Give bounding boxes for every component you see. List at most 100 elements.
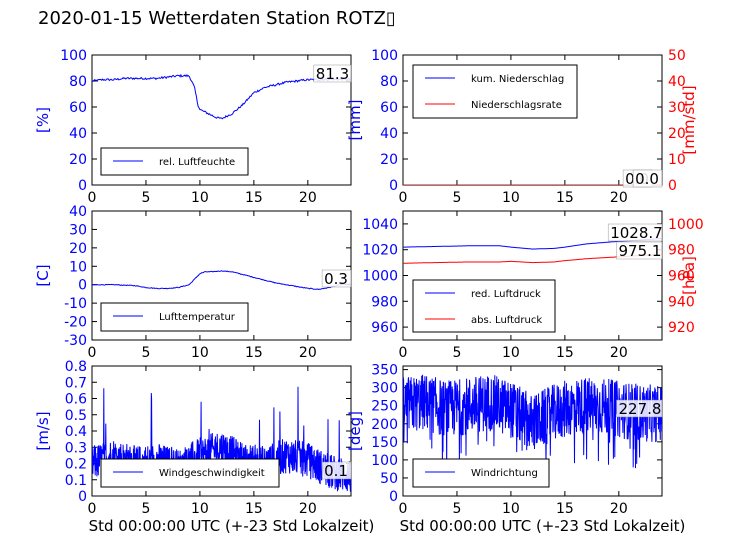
y-tick-label: 0.8 [65,359,87,375]
plot-frame-1 [91,54,352,186]
x-tick-label: 15 [245,190,263,206]
last-value-label: 81.3 [316,65,349,83]
x-tick-label: 10 [502,190,520,206]
y-tick-label: 10 [69,259,87,275]
y-right-tick-label: 960 [668,269,695,285]
y-tick-label: 1040 [362,217,398,233]
y-tick-label: 0 [389,178,398,194]
y-tick-label: 40 [380,126,398,142]
y-tick-label: 250 [371,399,398,415]
x-tick-label: 5 [141,501,150,517]
last-value-label: 227.8 [619,400,662,418]
series-line-windrichtung [403,374,662,471]
y-tick-label: 350 [371,363,398,379]
y-tick-label: 80 [69,74,87,90]
legend-label: red. Luftdruck [471,289,541,300]
legend-label: Niederschlagsrate [471,100,562,111]
y-tick-label: 0.2 [65,457,87,473]
x-tick-label: 5 [452,190,461,206]
last-value-label-box [321,269,352,288]
last-value-label: 0.3 [324,270,348,288]
y-tick-label: 200 [371,417,398,433]
y-right-tick-label: 0 [668,178,677,194]
legend-label: Windgeschwindigkeit [159,468,265,479]
x-tick-label: 10 [191,501,209,517]
y-tick-label: 150 [371,435,398,451]
y-tick-label: 20 [380,152,398,168]
x-tick-label: 0 [399,345,408,361]
x-tick-label: 20 [299,190,317,206]
y-right-tick-label: 980 [668,243,695,259]
y-tick-label: 0 [78,178,87,194]
x-tick-label: 5 [141,345,150,361]
y-right-tick-label: 940 [668,294,695,310]
x-tick-label: 20 [299,501,317,517]
x-tick-label: 0 [88,501,97,517]
y-tick-label: -30 [64,333,87,349]
y-axis-label: [mm] [346,100,364,141]
y-tick-label: 60 [380,100,398,116]
y-right-tick-label: 30 [668,100,686,116]
y-tick-label: 980 [371,294,398,310]
legend-label: rel. Luftfeuchte [159,157,235,168]
last-value-label: 1028.7 [610,224,663,242]
x-tick-label: 0 [88,190,97,206]
y-tick-label: 0 [78,278,87,294]
y-tick-label: 100 [60,48,87,64]
y-tick-label: -20 [64,315,87,331]
y-tick-label: 1020 [362,243,398,259]
y-tick-label: 0.3 [65,440,87,456]
legend-label: abs. Luftdruck [471,315,542,326]
x-tick-label: 15 [556,501,574,517]
x-axis-label: Std 00:00:00 UTC (+-23 Std Lokalzeit) [89,517,375,535]
figure-title: 2020-01-15 Wetterdaten Station ROTZ▯ [38,8,396,29]
last-value-label-2: 975.1 [619,242,662,260]
x-tick-label: 20 [610,190,628,206]
y-right-tick-label: 10 [668,152,686,168]
last-value-label-2-box [632,169,663,188]
series-line-red-luftdruck [403,238,662,250]
y-tick-label: 80 [380,74,398,90]
y-tick-label: 0.5 [65,408,87,424]
last-value-label-2-box [616,241,663,260]
y-right-tick-label: 20 [668,126,686,142]
series-line-rel-luftfeuchte [92,73,351,120]
legend-box [100,302,249,332]
y-tick-label: 20 [69,152,87,168]
y-tick-label: 30 [69,222,87,238]
legend-box [412,458,550,488]
legend-box [412,279,556,333]
x-tick-label: 5 [452,501,461,517]
y-tick-label: 0 [389,489,398,505]
last-value-label-box [321,461,352,480]
x-tick-label: 20 [299,345,317,361]
y-tick-label: 20 [69,241,87,257]
x-tick-label: 0 [399,501,408,517]
legend-label: Windrichtung [471,468,538,479]
legend-label: kum. Niederschlag [471,74,564,85]
y-axis-label: [deg] [346,411,364,451]
x-tick-label: 15 [556,345,574,361]
y-tick-label: 0.1 [65,473,87,489]
y-tick-label: 60 [69,100,87,116]
y-right-axis-label: [mm/std] [680,85,698,154]
y-tick-label: 0 [78,489,87,505]
y-tick-label: 50 [380,471,398,487]
y-tick-label: 0.7 [65,375,87,391]
x-tick-label: 10 [502,501,520,517]
x-tick-label: 20 [610,501,628,517]
x-axis-label: Std 00:00:00 UTC (+-23 Std Lokalzeit) [400,517,686,535]
y-tick-label: -10 [64,296,87,312]
x-tick-label: 5 [452,345,461,361]
y-right-tick-label: 40 [668,74,686,90]
y-tick-label: 0.6 [65,392,87,408]
y-right-tick-label: 920 [668,320,695,336]
x-tick-label: 0 [88,345,97,361]
y-right-axis-label: [hPa] [680,256,698,295]
last-value-label-box [616,399,663,418]
y-right-tick-label: 50 [668,48,686,64]
y-tick-label: 40 [69,204,87,220]
y-tick-label: 100 [371,48,398,64]
last-value-label-box [313,64,352,83]
